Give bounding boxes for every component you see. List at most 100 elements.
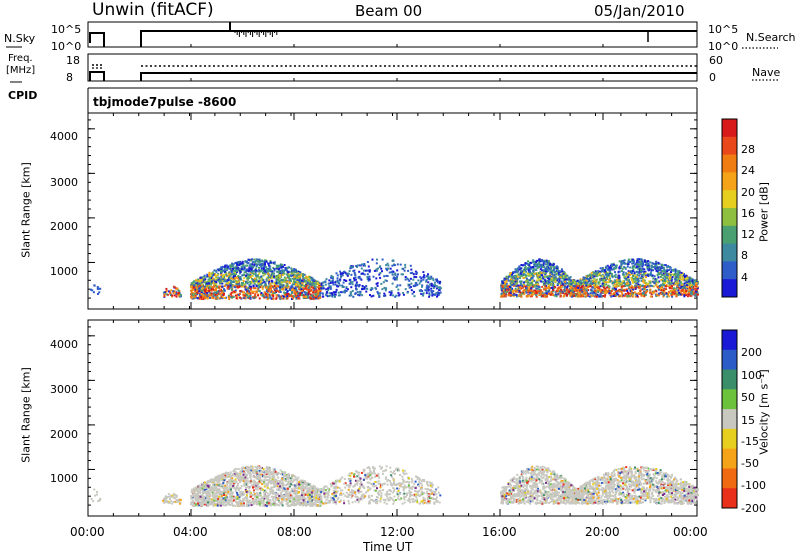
power-point xyxy=(413,290,415,293)
power-point xyxy=(520,264,523,266)
power-point xyxy=(536,287,539,290)
power-point xyxy=(337,291,340,294)
power-point xyxy=(638,266,641,269)
power-point xyxy=(291,298,293,300)
power-point xyxy=(624,285,627,287)
power-point xyxy=(305,288,308,291)
power-point xyxy=(411,271,414,274)
power-point xyxy=(311,295,314,298)
power-point xyxy=(269,295,272,298)
power-point xyxy=(260,260,262,263)
power-point xyxy=(370,295,373,298)
power-point xyxy=(396,275,399,278)
power-point xyxy=(216,273,219,276)
power-point xyxy=(415,276,418,279)
power-point xyxy=(609,264,612,267)
power-point xyxy=(644,287,647,290)
power-point xyxy=(661,274,664,277)
power-point xyxy=(339,278,342,281)
power-point xyxy=(563,290,566,293)
power-point xyxy=(249,282,252,285)
power-point xyxy=(644,285,647,288)
power-point xyxy=(402,273,404,276)
nsky-tick-low: 10^0 xyxy=(51,40,82,53)
power-point xyxy=(660,283,663,286)
power-point xyxy=(656,267,659,270)
power-point xyxy=(327,287,330,290)
power-point xyxy=(415,273,418,275)
power-point xyxy=(595,272,597,275)
power-point xyxy=(528,288,531,291)
power-point xyxy=(328,292,331,295)
power-point xyxy=(422,292,425,295)
power-point xyxy=(524,265,527,268)
power-point xyxy=(361,294,364,297)
power-point xyxy=(523,285,526,287)
power-point xyxy=(566,285,569,288)
power-point xyxy=(369,294,371,296)
power-point xyxy=(391,259,394,262)
power-point xyxy=(290,285,293,288)
power-point xyxy=(541,285,544,288)
power-point xyxy=(393,278,396,281)
power-point xyxy=(431,294,434,297)
power-point xyxy=(93,284,96,287)
power-point xyxy=(503,288,506,291)
power-point xyxy=(591,274,594,277)
power-point xyxy=(584,287,587,290)
power-point xyxy=(527,260,529,263)
power-point xyxy=(618,280,621,283)
power-point xyxy=(548,278,551,281)
power-point xyxy=(548,262,551,265)
power-point xyxy=(221,278,224,281)
power-point xyxy=(422,278,425,281)
power-point xyxy=(279,274,281,276)
power-point xyxy=(412,285,415,288)
power-point xyxy=(257,289,260,292)
power-point xyxy=(436,280,439,283)
power-point xyxy=(224,272,227,275)
power-point xyxy=(525,279,528,282)
power-point xyxy=(226,266,229,269)
power-point xyxy=(219,279,222,281)
power-point xyxy=(608,267,610,270)
power-point xyxy=(665,275,668,278)
power-point xyxy=(670,279,673,282)
power-point xyxy=(342,271,345,273)
power-point xyxy=(253,278,256,281)
power-point xyxy=(519,285,522,288)
power-point xyxy=(638,274,641,277)
power-point xyxy=(579,295,582,298)
power-point xyxy=(356,291,359,293)
power-point xyxy=(585,287,588,290)
power-point xyxy=(649,284,652,287)
power-point xyxy=(666,285,669,288)
power-point xyxy=(299,271,302,274)
power-point xyxy=(391,282,394,285)
power-point xyxy=(649,295,652,298)
power-point xyxy=(545,272,547,275)
power-point xyxy=(282,278,285,281)
power-point xyxy=(641,274,644,277)
power-point xyxy=(407,283,410,286)
power-point xyxy=(555,270,558,272)
power-point xyxy=(678,277,681,280)
power-point xyxy=(249,296,252,299)
nsky-panel-frame xyxy=(87,21,698,48)
power-point xyxy=(294,275,297,278)
power-point xyxy=(365,290,368,293)
power-point xyxy=(516,267,519,270)
power-point xyxy=(600,289,602,292)
power-point xyxy=(278,289,281,292)
power-point xyxy=(196,297,199,300)
power-point xyxy=(629,261,632,263)
power-point xyxy=(548,268,551,271)
power-point xyxy=(570,290,573,293)
power-point xyxy=(531,285,534,288)
power-point xyxy=(680,273,683,276)
power-point xyxy=(637,258,640,261)
power-point xyxy=(233,273,236,276)
power-point xyxy=(255,263,258,266)
power-point xyxy=(381,270,383,273)
power-point xyxy=(278,266,281,269)
